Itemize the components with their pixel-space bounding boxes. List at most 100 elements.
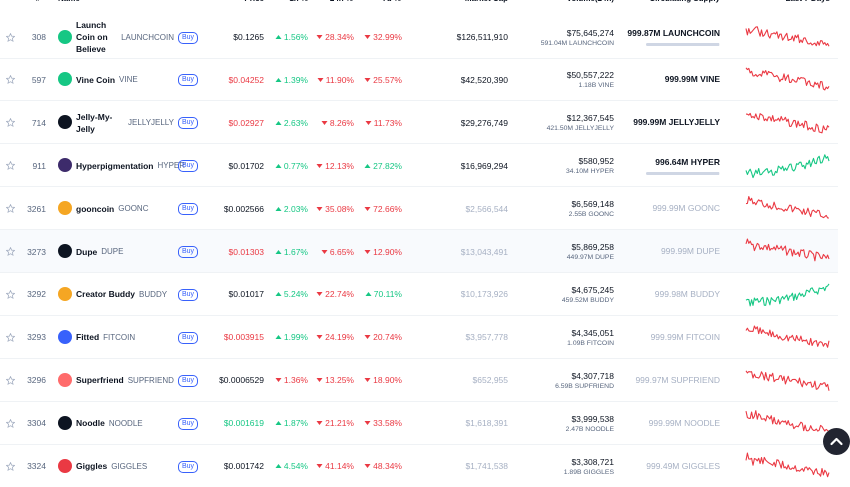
name-cell[interactable]: Giggles GIGGLES: [76, 445, 174, 487]
name-cell[interactable]: Fitted FITCOIN: [76, 316, 174, 359]
star-button[interactable]: [6, 101, 16, 144]
change-value: 1.36%: [283, 375, 308, 386]
star-button[interactable]: [6, 402, 16, 445]
star-icon: [6, 32, 15, 42]
column-header: Volume(24h): [535, 0, 614, 3]
coin-symbol: JELLYJELLY: [128, 118, 174, 128]
coin-icon: [58, 415, 72, 430]
volume: $4,307,718: [571, 370, 614, 381]
arrow-shape: [364, 163, 371, 168]
coin-icon: [58, 29, 72, 44]
column-header: Name: [58, 0, 118, 3]
name-cell[interactable]: Superfriend SUPFRIEND: [76, 359, 174, 402]
star-button[interactable]: [6, 144, 16, 187]
buy-button[interactable]: Buy: [178, 117, 199, 130]
market-cap: $3,957,778: [465, 332, 508, 343]
buy-button[interactable]: Buy: [178, 74, 199, 87]
change-h1: 1.56%: [266, 16, 308, 59]
volume-cell: $75,645,274 591.04M LAUNCHCOIN: [520, 16, 614, 59]
table-row[interactable]: 3324 Giggles GIGGLES Buy $0.001742 4.54% 41.14…: [0, 445, 838, 487]
table-row[interactable]: 3296 Superfriend SUPFRIEND Buy $0.0006529 1.3…: [0, 359, 838, 402]
change-value: 12.13%: [325, 160, 354, 171]
buy-button[interactable]: Buy: [178, 203, 199, 216]
coin-name: Fitted: [76, 332, 100, 343]
table-row[interactable]: 3293 Fitted FITCOIN Buy $0.003915 1.99% 24.19%…: [0, 316, 838, 359]
market-cap: $126,511,910: [456, 32, 508, 42]
sparkline-path: [745, 196, 830, 219]
coin-icon: [58, 72, 72, 87]
buy-button[interactable]: Buy: [178, 417, 199, 430]
circulating-supply: 999.99M VINE: [664, 74, 720, 85]
market-cap: $16,969,294: [460, 160, 508, 171]
change-value: 35.08%: [325, 203, 354, 214]
star-button[interactable]: [6, 230, 16, 273]
star-button[interactable]: [6, 58, 16, 101]
buy-button[interactable]: Buy: [178, 246, 199, 258]
price: $0.0006529: [219, 375, 264, 386]
table-row[interactable]: 3292 Creator Buddy BUDDY Buy $0.01017 5.24% 22…: [0, 273, 838, 316]
table-row[interactable]: 308 Launch Coin on Believe LAUNCHCOIN Buy $0…: [0, 16, 838, 59]
arrow-shape: [365, 292, 372, 297]
arrow-up: [275, 77, 282, 82]
change-h24: 24.19%: [312, 316, 354, 359]
arrow-down: [321, 249, 328, 254]
name-cell[interactable]: Hyperpigmentation HYPER: [76, 144, 185, 187]
volume-cell: $5,869,258 449.97M DUPE: [520, 230, 614, 273]
name-cell[interactable]: Launch Coin on Believe LAUNCHCOIN: [76, 16, 174, 59]
name-cell[interactable]: gooncoin GOONC: [76, 187, 174, 230]
name-cell[interactable]: Creator Buddy BUDDY: [76, 273, 174, 316]
table-row[interactable]: 714 Jelly-My-Jelly JELLYJELLY Buy $0.02927 2.…: [0, 101, 838, 145]
buy-button[interactable]: Buy: [178, 331, 199, 344]
name-cell[interactable]: Jelly-My-Jelly JELLYJELLY: [76, 101, 174, 144]
market-cap: $1,741,538: [465, 461, 508, 471]
change-d7: 33.58%: [358, 402, 402, 445]
table-row[interactable]: 597 Vine Coin VINE Buy $0.04252 1.39% 11.90% 25…: [0, 58, 838, 102]
arrow-down: [316, 292, 323, 297]
buy-button[interactable]: Buy: [178, 460, 199, 473]
change-d7: 48.34%: [358, 445, 402, 487]
table-row[interactable]: 3273 Dupe DUPE Buy $0.01303 1.67% 6.65% 12.90% $…: [0, 230, 838, 273]
arrow-down: [317, 77, 324, 82]
arrow-shape: [316, 206, 323, 211]
coin-symbol: LAUNCHCOIN: [121, 32, 174, 42]
price: $0.001619: [223, 418, 264, 429]
star-button[interactable]: [6, 445, 16, 487]
rank: 3304: [27, 418, 46, 429]
arrow-shape: [316, 292, 323, 297]
table-row[interactable]: 3304 Noodle NOODLE Buy $0.001619 1.87% 21.21% 3…: [0, 402, 838, 445]
volume-coins: 1.09B FITCOIN: [567, 339, 614, 347]
price: $0.003915: [223, 332, 264, 343]
arrow-down: [364, 335, 371, 340]
circulating-supply: 999.99M GOONC: [652, 203, 720, 214]
arrow-shape: [275, 163, 282, 168]
arrow-down: [316, 163, 323, 168]
table-row[interactable]: 3261 gooncoin GOONC Buy $0.002566 2.03% 35.08%…: [0, 187, 838, 231]
price: $0.001742: [223, 461, 264, 471]
name-cell[interactable]: Dupe DUPE: [76, 230, 174, 273]
star-button[interactable]: [6, 187, 16, 230]
supply-cell: 999.49M GIGGLES: [610, 445, 720, 487]
star-button[interactable]: [6, 16, 16, 59]
scroll-to-top[interactable]: [823, 428, 850, 455]
change-value: 72.66%: [373, 203, 402, 214]
volume: $3,999,538: [571, 413, 614, 424]
arrow-up: [275, 163, 282, 168]
name-cell[interactable]: Vine Coin VINE: [76, 58, 174, 101]
buy-button[interactable]: Buy: [178, 288, 199, 301]
coin-name: Launch Coin on Believe: [76, 20, 108, 54]
buy-button[interactable]: Buy: [178, 31, 199, 44]
buy-button[interactable]: Buy: [178, 160, 199, 173]
table-row[interactable]: 911 Hyperpigmentation HYPER Buy $0.01702 0.77…: [0, 144, 838, 188]
buy-button[interactable]: Buy: [178, 374, 199, 387]
coin-icon: [58, 244, 72, 258]
star-button[interactable]: [6, 359, 16, 402]
star-button[interactable]: [6, 273, 16, 316]
arrow-shape: [275, 206, 282, 211]
name-cell[interactable]: Noodle NOODLE: [76, 402, 174, 445]
market-cap: $13,043,491: [460, 246, 508, 257]
coin-name: Dupe: [76, 246, 98, 257]
supply-cell: 999.99M DUPE: [610, 230, 720, 273]
arrow-shape: [316, 35, 323, 39]
circulating-supply: 996.64M HYPER: [655, 156, 720, 167]
star-button[interactable]: [6, 316, 16, 359]
